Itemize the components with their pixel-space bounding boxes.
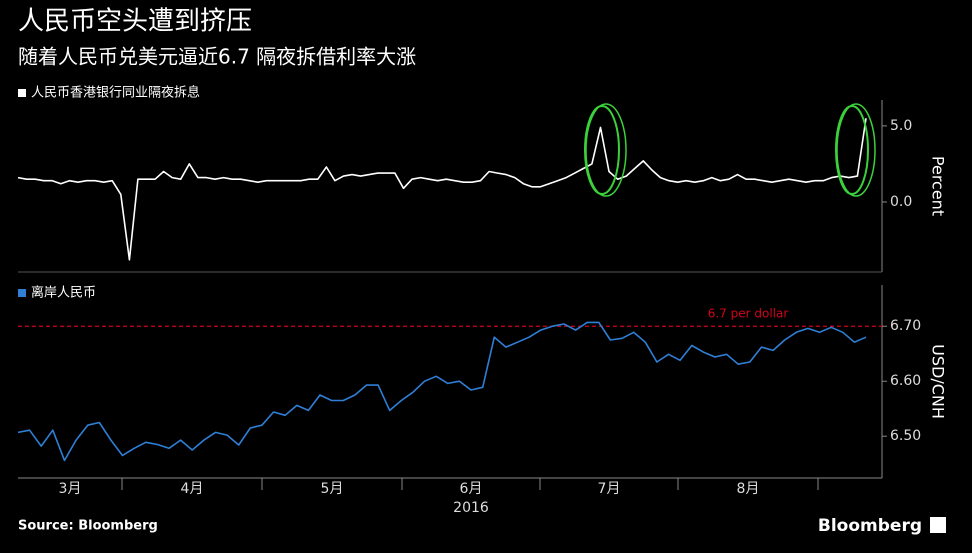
x-tick-label: 3月 [59, 481, 82, 497]
y-tick-label: 6.60 [890, 373, 921, 389]
chart-title: 人民币空头遭到挤压 [18, 7, 252, 37]
brand-icon [930, 517, 946, 533]
x-tick-label: 4月 [181, 481, 204, 497]
legend-label: 人民币香港银行同业隔夜拆息 [31, 85, 200, 101]
x-tick-label: 5月 [321, 481, 344, 497]
source: Source: Bloomberg [18, 519, 158, 534]
y-tick-label: 5.0 [890, 118, 912, 134]
data-line [17, 118, 867, 261]
x-tick-label: 8月 [737, 481, 760, 497]
legend-swatch [18, 289, 26, 297]
y-tick-label: 6.50 [890, 428, 921, 444]
y-tick-label: 0.0 [890, 194, 912, 210]
chart-subtitle: 随着人民币兑美元逼近6.7 隔夜拆借利率大涨 [18, 45, 416, 69]
x-year-label: 2016 [453, 500, 489, 516]
y-axis-label: Percent [929, 156, 948, 216]
legend-swatch [18, 89, 26, 97]
highlight-ring [835, 105, 869, 195]
x-tick-label: 7月 [598, 481, 621, 497]
highlight-ring [584, 105, 620, 195]
reference-label: 6.7 per dollar [708, 307, 789, 321]
data-line [17, 321, 867, 462]
y-tick-label: 6.70 [890, 318, 921, 334]
brand: Bloomberg [818, 516, 922, 536]
highlight-ring [585, 103, 627, 197]
x-tick-label: 6月 [460, 481, 483, 497]
legend-label: 离岸人民币 [31, 285, 96, 301]
highlight-ring [836, 103, 876, 197]
y-axis-label: USD/CNH [929, 344, 948, 419]
